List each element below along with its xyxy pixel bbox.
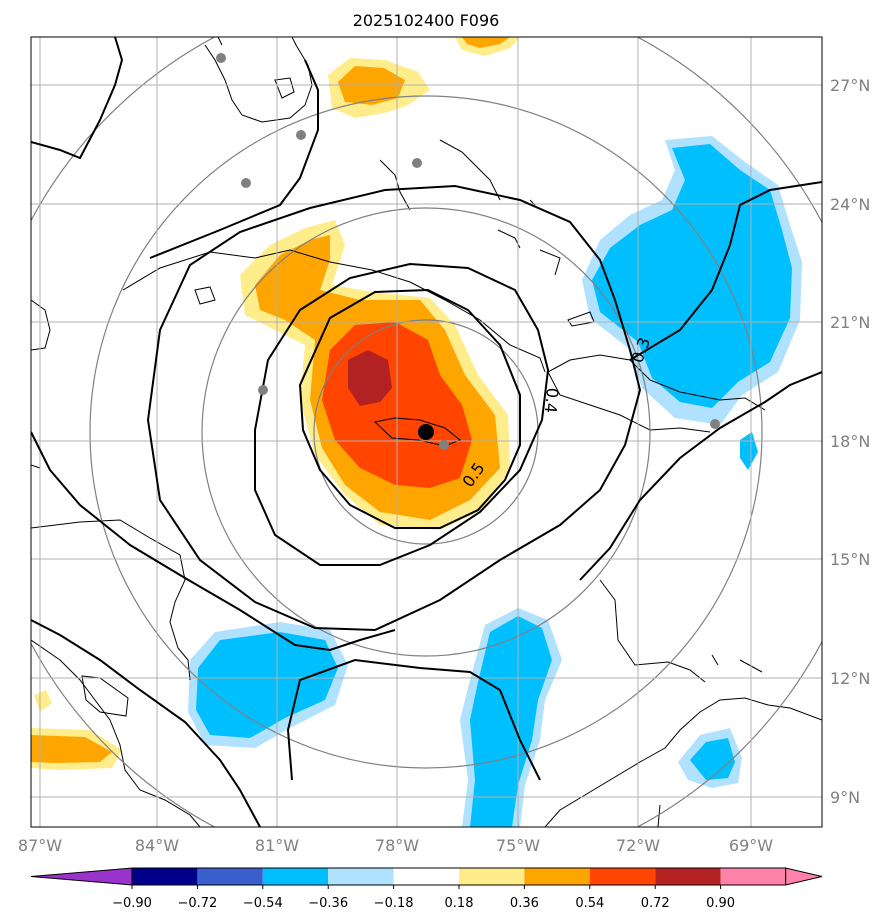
x-tick-label: 84°W (135, 836, 179, 855)
blue-region-southwest (196, 632, 338, 738)
colorbar-extend-high (785, 867, 823, 886)
colorbar-segment (589, 868, 656, 885)
colorbar-tick-label: −0.36 (308, 896, 348, 911)
blue-region-east (592, 144, 792, 408)
colorbar-segment (524, 868, 590, 885)
map-frame (30, 36, 823, 828)
contour-outer-northwest (31, 431, 396, 652)
y-tick-label: 15°N (830, 550, 870, 569)
contour-03 (146, 184, 642, 632)
y-tick-label: 18°N (830, 432, 870, 451)
station-marker (296, 130, 306, 140)
station-marker (258, 385, 268, 395)
station-markers (216, 53, 720, 450)
x-tick-label: 72°W (616, 836, 660, 855)
blue-region-southeast (690, 738, 735, 780)
darkred-region (348, 350, 392, 406)
y-tick-label: 12°N (830, 669, 870, 688)
contour-label-04: 0.4 (541, 387, 562, 414)
contour-outer-east (579, 371, 822, 581)
colorbar-segment (328, 868, 394, 885)
x-tick-label: 69°W (729, 836, 773, 855)
station-marker (439, 440, 449, 450)
colorbar-segment (655, 868, 721, 885)
contour-04 (254, 262, 550, 566)
y-tick-label: 27°N (830, 76, 870, 95)
colorbar-segment (720, 868, 786, 885)
x-tick-label: 87°W (18, 836, 62, 855)
y-tick-label: 21°N (830, 313, 870, 332)
contour-lines (31, 37, 822, 827)
colorbar-segment (393, 868, 459, 885)
colorbar-tick-label: −0.90 (112, 896, 152, 911)
station-marker (241, 178, 251, 188)
y-tick-label: 9°N (830, 788, 860, 807)
blue-region-south (470, 616, 552, 827)
colorbar-segment (132, 868, 198, 885)
y-tick-labels: 27°N 24°N 21°N 18°N 15°N 12°N 9°N (830, 76, 870, 807)
colorbar-tick-labels: −0.90 −0.72 −0.54 −0.36 −0.18 0.18 0.36 0.54 0.7… (112, 885, 735, 911)
colorbar-tick-label: −0.18 (374, 896, 414, 911)
x-tick-label: 78°W (375, 836, 419, 855)
contour-outer-west (31, 37, 124, 160)
range-ring-1 (313, 319, 539, 545)
yellow-speck (34, 690, 52, 712)
range-ring-2 (201, 207, 651, 657)
x-tick-labels: 87°W 84°W 81°W 78°W 75°W 72°W 69°W (18, 836, 773, 855)
colorbar-segment (197, 868, 263, 885)
colorbar-tick-label: 0.72 (641, 896, 670, 911)
y-tick-label: 24°N (830, 195, 870, 214)
chart-title: 2025102400 F096 (353, 11, 500, 30)
range-ring-3 (89, 95, 763, 769)
x-tick-label: 81°W (255, 836, 299, 855)
contour-outer-south (286, 658, 541, 781)
colorbar-tick-label: 0.90 (706, 896, 735, 911)
colorbar-segment (262, 868, 329, 885)
colorbar-tick-label: 0.54 (575, 896, 604, 911)
contour-05 (298, 288, 521, 529)
gridlines (31, 37, 822, 827)
contour-outer-northeast (629, 181, 822, 361)
orange-region-top (462, 37, 510, 48)
station-marker (710, 419, 720, 429)
station-marker (412, 158, 422, 168)
contour-outer-southwest (31, 619, 261, 827)
colorbar-tick-label: −0.72 (177, 896, 217, 911)
colorbar-tick-label: 0.18 (445, 896, 474, 911)
orange-region-west (31, 735, 112, 763)
colorbar-extend-low (30, 867, 133, 886)
x-tick-label: 75°W (496, 836, 540, 855)
storm-center-marker (418, 424, 434, 440)
station-marker (216, 53, 226, 63)
colorbar (30, 867, 823, 886)
colorbar-tick-label: 0.36 (510, 896, 539, 911)
contour-outer-north (149, 59, 319, 259)
colorbar-tick-label: −0.54 (243, 896, 283, 911)
range-rings (31, 37, 822, 827)
colorbar-segment (459, 868, 525, 885)
